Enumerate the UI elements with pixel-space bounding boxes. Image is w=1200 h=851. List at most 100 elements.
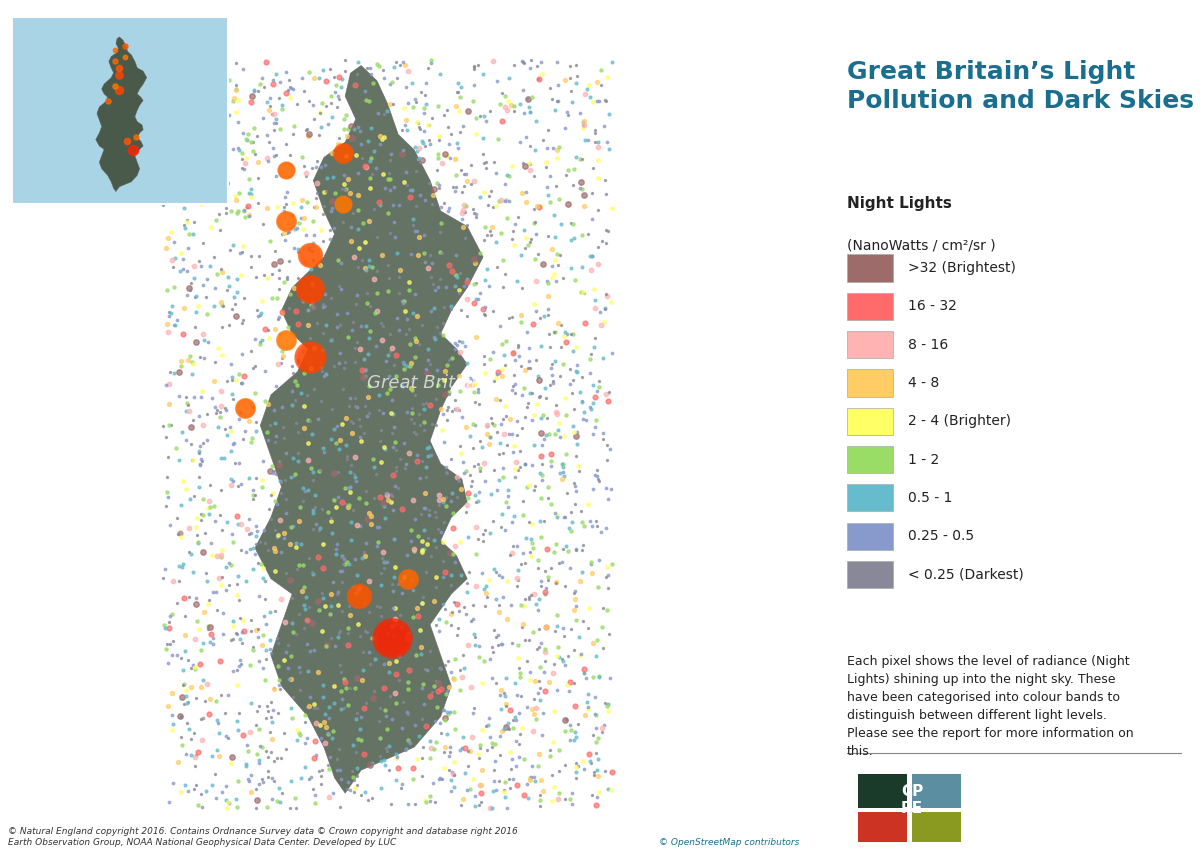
Point xyxy=(185,321,204,334)
Point xyxy=(335,557,354,570)
Point xyxy=(203,391,222,405)
Point xyxy=(323,146,342,159)
Point xyxy=(407,427,426,441)
Point xyxy=(568,426,587,439)
Point xyxy=(526,701,545,715)
Point xyxy=(234,204,253,218)
Point xyxy=(598,135,617,149)
Point xyxy=(204,102,223,116)
Point xyxy=(557,678,576,692)
Point xyxy=(505,676,524,689)
Point xyxy=(498,211,517,225)
Point xyxy=(353,370,372,384)
Point xyxy=(424,776,443,790)
Point xyxy=(554,429,574,443)
Point xyxy=(236,545,256,559)
Point xyxy=(433,328,452,342)
Point xyxy=(580,351,599,365)
Point xyxy=(160,615,179,629)
Point xyxy=(216,794,235,808)
Point xyxy=(439,137,458,151)
Point xyxy=(550,192,569,206)
Point xyxy=(204,250,223,264)
Point xyxy=(205,768,224,781)
Point xyxy=(306,797,325,810)
Point xyxy=(485,754,504,768)
Point xyxy=(253,561,272,574)
Point xyxy=(379,259,398,272)
Point xyxy=(504,380,523,393)
Point xyxy=(287,722,306,736)
Point xyxy=(226,456,245,470)
Point xyxy=(325,186,344,200)
Point xyxy=(304,567,323,580)
Point xyxy=(176,483,196,496)
Point xyxy=(397,178,416,191)
Point xyxy=(404,545,424,558)
Point xyxy=(521,362,540,375)
Point xyxy=(181,733,200,746)
Point xyxy=(517,325,536,339)
Point xyxy=(504,510,523,523)
Point xyxy=(353,254,372,267)
Point xyxy=(232,317,251,330)
Point xyxy=(504,368,523,382)
Point xyxy=(224,91,244,105)
Bar xyxy=(858,774,907,808)
Point xyxy=(250,777,269,791)
Point xyxy=(415,501,434,515)
Point xyxy=(486,565,505,579)
Point xyxy=(276,645,295,659)
Point xyxy=(376,442,395,455)
Point xyxy=(572,544,592,557)
Point xyxy=(476,228,496,242)
Point xyxy=(230,405,250,419)
Point xyxy=(448,628,467,642)
Point xyxy=(422,197,442,210)
Point xyxy=(601,783,620,797)
Point xyxy=(384,214,403,228)
Point xyxy=(542,768,562,781)
Point xyxy=(516,130,535,144)
Point xyxy=(193,327,212,340)
Point xyxy=(535,587,554,601)
Point xyxy=(522,517,541,530)
Point xyxy=(378,207,397,220)
Point xyxy=(390,58,409,71)
Point xyxy=(305,382,324,396)
Point xyxy=(322,514,341,528)
Point xyxy=(391,620,410,634)
Point xyxy=(438,104,457,117)
Point xyxy=(545,208,564,222)
Point xyxy=(286,374,305,387)
Point xyxy=(440,705,460,718)
Bar xyxy=(912,774,961,808)
Point xyxy=(293,345,312,358)
Point xyxy=(578,702,598,716)
Text: 1 - 2: 1 - 2 xyxy=(908,453,940,466)
Point xyxy=(548,316,568,329)
Point xyxy=(517,777,536,791)
Point xyxy=(359,506,378,520)
Point xyxy=(162,253,181,266)
Point xyxy=(353,151,372,165)
Point xyxy=(247,747,266,761)
Point xyxy=(311,360,330,374)
Point xyxy=(253,629,272,643)
Point xyxy=(282,774,301,788)
Point xyxy=(313,502,332,516)
Point xyxy=(554,654,574,668)
Point xyxy=(193,236,212,249)
Point xyxy=(588,634,607,648)
Point xyxy=(520,478,539,492)
Point xyxy=(262,512,281,526)
Point xyxy=(385,436,404,449)
Point xyxy=(599,394,618,408)
Point xyxy=(426,570,445,584)
Point xyxy=(211,400,230,414)
Point xyxy=(572,515,592,528)
Point xyxy=(485,418,504,431)
Point xyxy=(408,448,427,462)
Point xyxy=(245,488,264,502)
Point xyxy=(198,620,217,633)
